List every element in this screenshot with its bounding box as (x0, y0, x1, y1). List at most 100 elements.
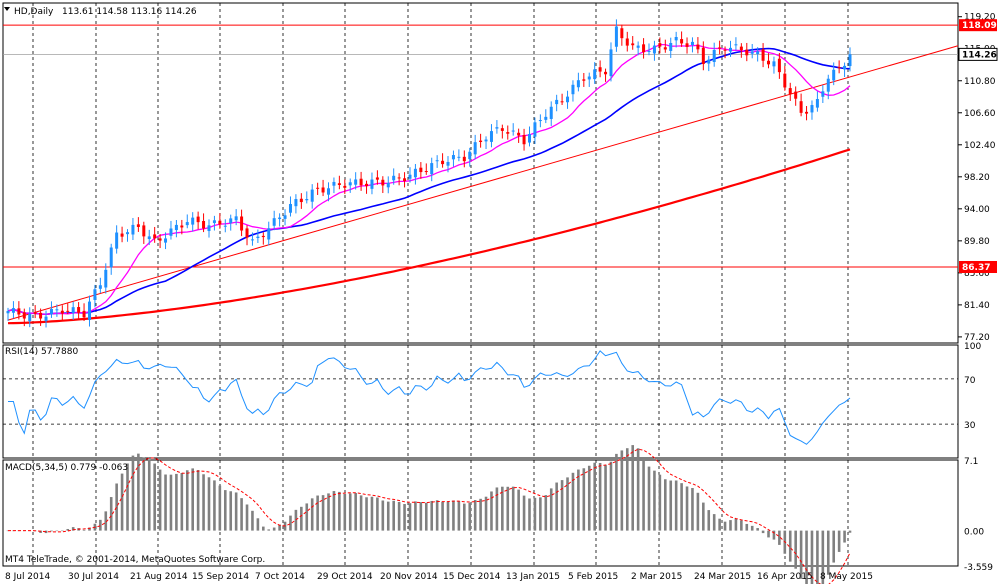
macd-bar (821, 530, 825, 584)
candle-body (614, 26, 618, 47)
candle (321, 179, 325, 197)
candle-body (647, 50, 651, 52)
macd-bar (147, 459, 151, 531)
candle-body (17, 308, 21, 315)
candle (815, 91, 819, 112)
macd-bar (452, 500, 455, 531)
candle-body (229, 218, 233, 224)
y-tick-label: 119.20 (964, 13, 996, 23)
macd-bar (272, 527, 276, 531)
footer-copyright: MT4 TeleTrade, © 2001-2014, MetaQuotes S… (5, 555, 265, 565)
macd-bar (495, 487, 499, 531)
x-tick-label: 8 May 2015 (820, 572, 873, 582)
macd-bar (300, 506, 303, 531)
candle-body (652, 45, 656, 54)
candle (288, 196, 292, 217)
candle (500, 124, 504, 139)
candle-body (761, 49, 765, 61)
candle (104, 263, 108, 294)
candle-body (549, 106, 553, 119)
macd-bar (642, 459, 645, 531)
candle (294, 194, 298, 214)
candle (777, 52, 781, 79)
candle-body (354, 179, 358, 185)
rsi-y-label: 30 (964, 421, 976, 431)
candle (756, 47, 760, 62)
candle (419, 162, 423, 179)
macd-bar (82, 529, 86, 531)
candle-body (815, 99, 819, 108)
y-tick-label: 102.40 (964, 141, 996, 151)
candle-body (560, 101, 564, 103)
macd-bar (560, 480, 564, 531)
candle-body (511, 130, 515, 132)
macd-bar (267, 529, 271, 531)
candle-body (77, 307, 81, 313)
candle-body (359, 178, 363, 186)
macd-bar (142, 457, 146, 531)
macd-bar (365, 497, 368, 531)
x-tick-label: 21 Aug 2014 (130, 572, 188, 582)
candle (413, 164, 417, 185)
candle (560, 93, 564, 105)
macd-bar (234, 492, 238, 531)
macd-bar (490, 491, 493, 531)
macd-bar (240, 498, 243, 531)
macd-bar (740, 520, 743, 531)
level-tag-bg (959, 19, 997, 32)
candle (180, 219, 184, 235)
candle-body (484, 139, 488, 142)
candle (93, 284, 97, 308)
candle (538, 114, 542, 128)
candle-body (337, 183, 341, 186)
candle (261, 232, 265, 245)
macd-bar (99, 519, 102, 531)
panel-frame-1 (2, 344, 959, 459)
candle-body (386, 182, 390, 188)
macd-bar (316, 495, 319, 531)
macd-bar (137, 453, 140, 531)
candle (587, 72, 591, 87)
candle-body (446, 161, 450, 166)
rsi-line (8, 350, 851, 445)
candle (674, 31, 678, 48)
candle (22, 308, 26, 327)
candle-body (642, 44, 646, 53)
macd-bar (202, 474, 205, 531)
candle (728, 40, 732, 57)
candle (739, 43, 743, 58)
candle-body (6, 310, 10, 314)
x-tick-label: 15 Sep 2014 (192, 572, 249, 582)
candle-body (49, 308, 53, 315)
candle-body (196, 216, 200, 223)
candle-body (28, 313, 32, 322)
candle (517, 128, 521, 143)
macd-y-label: -3.559 (964, 563, 993, 573)
candle-body (739, 46, 743, 51)
dropdown-triangle-icon[interactable] (4, 7, 10, 11)
candle (250, 232, 254, 246)
macd-bar (191, 468, 194, 531)
candle (473, 134, 477, 160)
candle-body (451, 155, 455, 160)
candle-body (604, 71, 608, 75)
candle-body (44, 316, 48, 321)
y-tick-label: 85.60 (964, 269, 990, 279)
candle (647, 43, 651, 56)
candle-body (299, 198, 303, 203)
macd-bar (539, 497, 542, 531)
axes: 8 Jul 2014 30 Jul 2014 21 Aug 2014 15 Sep 2… (5, 13, 998, 582)
candle-body (728, 47, 732, 52)
candle (446, 156, 450, 173)
candle-body (500, 128, 504, 131)
macd-bar (702, 502, 705, 531)
macd-bar (332, 491, 336, 531)
candle-body (582, 79, 586, 81)
y-tick-label: 98.20 (964, 173, 990, 183)
candle (82, 303, 86, 322)
candle (832, 62, 836, 86)
macd-bar (473, 500, 477, 531)
candle (435, 155, 439, 168)
candle (147, 229, 151, 246)
candle (734, 37, 738, 51)
